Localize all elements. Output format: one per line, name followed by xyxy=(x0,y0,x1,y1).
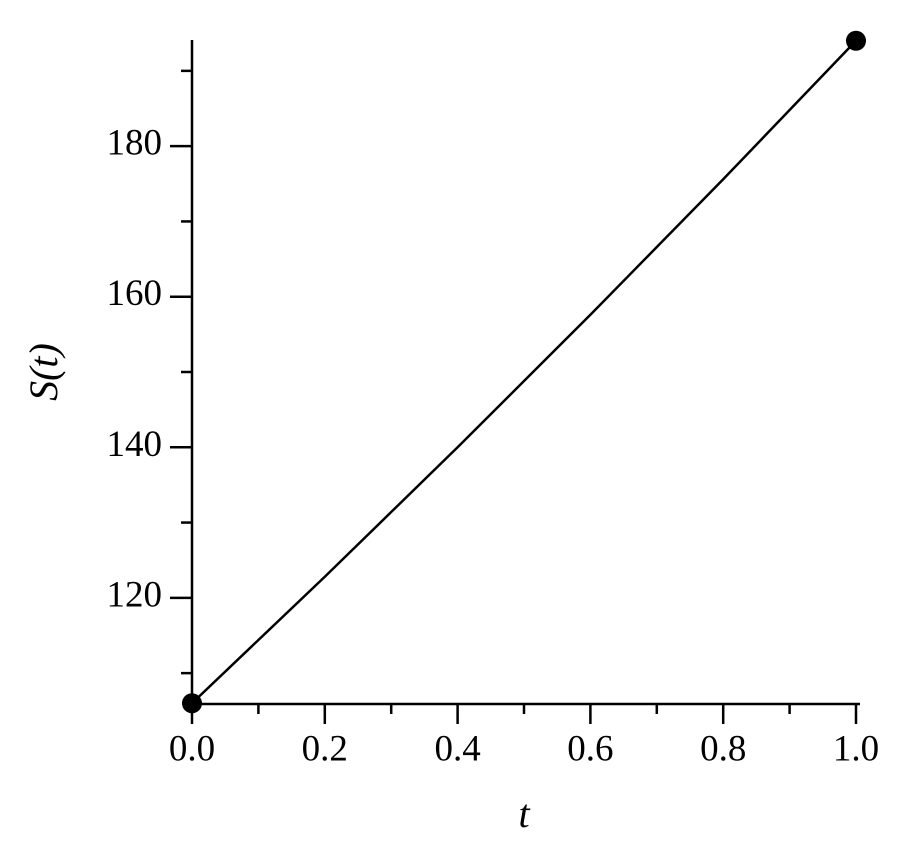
y-tick-label: 180 xyxy=(107,123,163,164)
x-tick-label: 0.6 xyxy=(567,728,613,769)
y-tick-label: 160 xyxy=(107,273,163,314)
end-marker xyxy=(182,693,202,714)
x-tick-label: 0.8 xyxy=(700,728,746,769)
x-tick-label: 0.0 xyxy=(169,728,215,769)
x-tick-label: 0.4 xyxy=(434,728,480,769)
x-tick-label: 0.2 xyxy=(302,728,348,769)
line xyxy=(191,39,857,705)
y-tick-label: 120 xyxy=(107,574,163,615)
y-tick-label: 140 xyxy=(107,424,163,465)
end-marker xyxy=(846,30,866,51)
x-axis-label: t xyxy=(518,791,530,836)
x-tick-label: 1.0 xyxy=(833,728,879,769)
y-axis-label: S(t) xyxy=(21,343,66,401)
